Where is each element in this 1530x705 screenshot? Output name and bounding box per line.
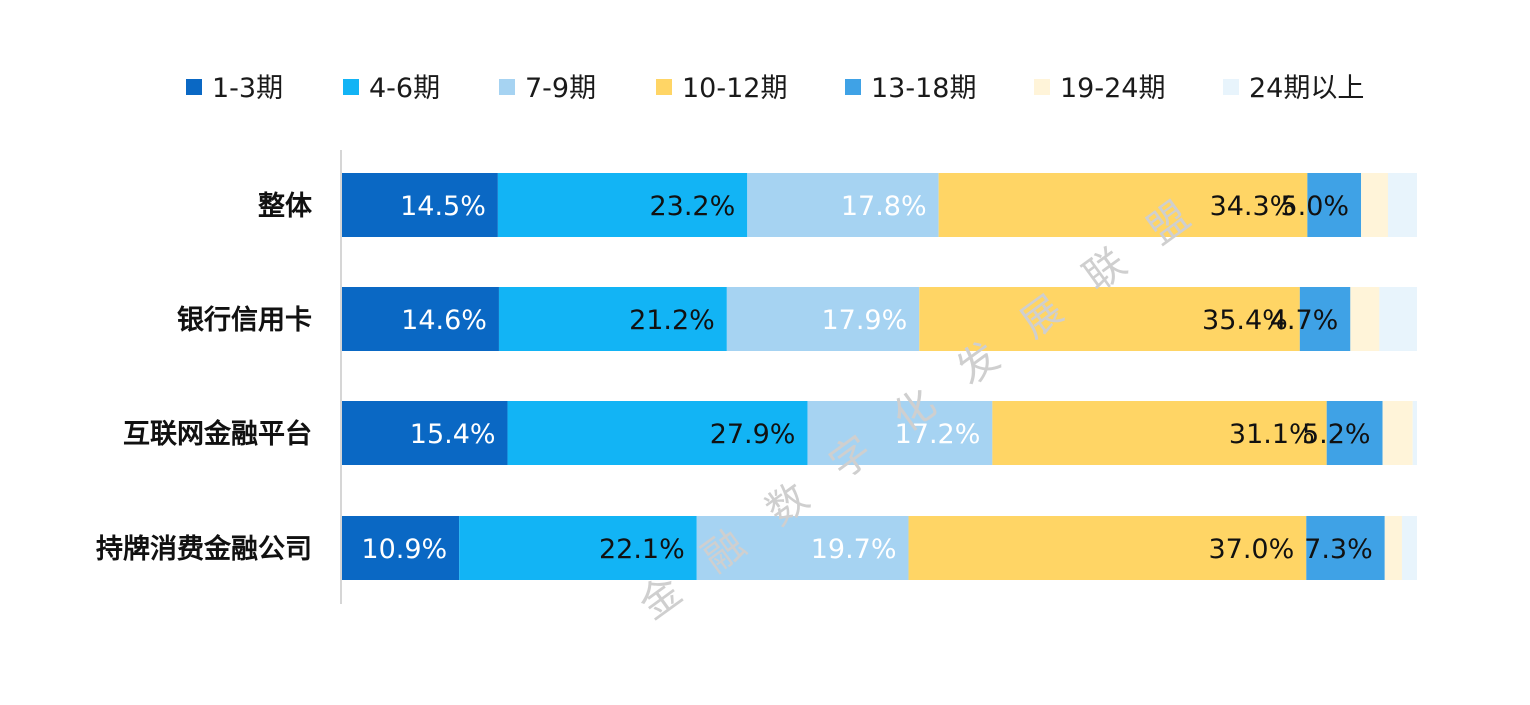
bar-segment	[1384, 516, 1402, 580]
bar-segment	[1361, 173, 1388, 237]
bar-segment	[1379, 287, 1417, 351]
data-label: 5.2%	[1302, 419, 1371, 450]
data-label: 19.7%	[811, 534, 897, 565]
bar-segment	[919, 287, 1300, 351]
bar-segment	[1387, 173, 1417, 237]
bar-segment	[497, 173, 748, 237]
legend: 1-3期 4-6期 7-9期 10-12期 13-18期 19-24期 24期以上	[186, 73, 1364, 104]
bar-segment	[1382, 401, 1413, 465]
data-label: 37.0%	[1208, 534, 1294, 565]
legend-item: 1-3期	[186, 73, 283, 104]
data-label: 22.1%	[599, 534, 685, 565]
bar-segment	[1412, 401, 1417, 465]
data-label: 17.8%	[841, 191, 927, 222]
data-label: 34.3%	[1210, 191, 1296, 222]
bar-segment	[1307, 173, 1362, 237]
bar-segment	[938, 173, 1308, 237]
legend-label: 7-9期	[525, 73, 596, 104]
bar-segment	[459, 516, 697, 580]
data-label: 35.4%	[1202, 305, 1288, 336]
legend-label: 13-18期	[871, 73, 976, 104]
bars	[342, 173, 1417, 580]
legend-label: 1-3期	[212, 73, 283, 104]
category-label: 银行信用卡	[177, 304, 312, 336]
legend-swatch	[343, 79, 359, 95]
data-label: 31.1%	[1229, 419, 1315, 450]
legend-label: 24期以上	[1249, 73, 1364, 104]
legend-item: 7-9期	[499, 73, 596, 104]
bar-segment	[992, 401, 1327, 465]
legend-swatch	[656, 79, 672, 95]
legend-label: 19-24期	[1060, 73, 1165, 104]
bar-segment	[1326, 401, 1383, 465]
bar-segment	[807, 401, 993, 465]
data-label: 27.9%	[710, 419, 796, 450]
data-label: 7.3%	[1304, 534, 1373, 565]
bar-segment	[1306, 516, 1385, 580]
legend-item: 13-18期	[845, 73, 976, 104]
value-labels: 14.5% 23.2% 17.8% 34.3%5.0% 14.6% 21.2% 17.9% 3…	[361, 191, 1372, 565]
bar-segment	[908, 516, 1307, 580]
data-label: 17.2%	[895, 419, 981, 450]
legend-item: 4-6期	[343, 73, 440, 104]
data-label: 4.7%	[1270, 305, 1339, 336]
legend-swatch	[845, 79, 861, 95]
legend-label: 4-6期	[369, 73, 440, 104]
bar-segment	[726, 287, 920, 351]
bar-segment	[342, 401, 508, 465]
data-label: 23.2%	[649, 191, 735, 222]
legend-item: 19-24期	[1034, 73, 1165, 104]
bar-segment	[1401, 516, 1417, 580]
data-label: 14.6%	[401, 305, 487, 336]
legend-item: 24期以上	[1223, 73, 1364, 104]
legend-swatch	[186, 79, 202, 95]
bar-segment	[696, 516, 909, 580]
data-label: 14.5%	[400, 191, 486, 222]
bar-segment	[507, 401, 808, 465]
bar-segment	[747, 173, 939, 237]
legend-swatch	[1223, 79, 1239, 95]
bar-segment	[342, 516, 460, 580]
data-label: 21.2%	[629, 305, 715, 336]
bar-segment	[498, 287, 727, 351]
data-label: 15.4%	[410, 419, 496, 450]
data-label: 5.0%	[1280, 191, 1349, 222]
bar-segment	[342, 173, 498, 237]
data-label: 10.9%	[361, 534, 447, 565]
legend-swatch	[1034, 79, 1050, 95]
category-label: 互联网金融平台	[123, 418, 312, 450]
legend-item: 10-12期	[656, 73, 787, 104]
data-label: 17.9%	[821, 305, 907, 336]
category-label: 整体	[258, 191, 313, 222]
legend-label: 10-12期	[682, 73, 787, 104]
bar-segment	[1350, 287, 1380, 351]
bar-segment	[1299, 287, 1351, 351]
bar-segment	[342, 287, 499, 351]
category-label: 持牌消费金融公司	[96, 533, 312, 565]
legend-swatch	[499, 79, 515, 95]
